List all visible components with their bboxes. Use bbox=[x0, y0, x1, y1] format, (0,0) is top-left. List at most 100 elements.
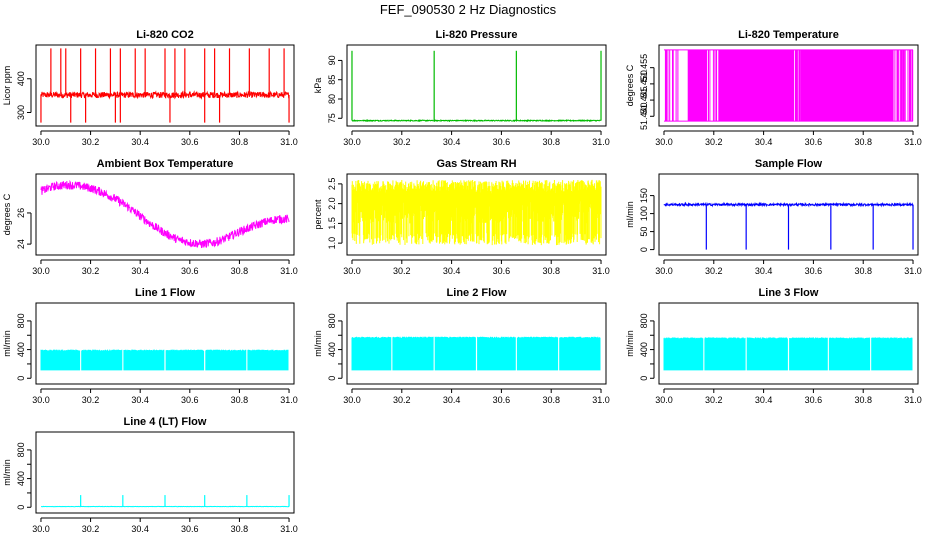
y-tick-label: 24 bbox=[16, 239, 26, 249]
panel-5: Gas Stream RH percent 30.0 30.2 30.4 30.6 30.8… bbox=[313, 158, 610, 276]
panel-title: Line 4 (LT) Flow bbox=[124, 416, 207, 428]
panel-8: Line 2 Flow ml/min 30.0 30.2 30.4 30.6 30.8 31.… bbox=[313, 287, 610, 405]
y-tick-label: 51.440 bbox=[639, 103, 649, 131]
plot-frame bbox=[346, 302, 607, 385]
plot-frame bbox=[658, 173, 919, 256]
x-tick-label: 31.0 bbox=[904, 266, 922, 276]
panel-title: Li-820 CO2 bbox=[136, 29, 193, 41]
y-axis-label: percent bbox=[313, 199, 323, 230]
plot-data bbox=[351, 336, 601, 371]
y-axis: 1.0 1.5 2.0 2.5 bbox=[327, 178, 343, 250]
x-axis: 30.0 30.2 30.4 30.6 30.8 31.0 bbox=[32, 517, 298, 534]
y-axis: 0 400 800 bbox=[16, 313, 32, 381]
series-trace bbox=[351, 118, 602, 123]
x-tick-label: 30.2 bbox=[393, 266, 411, 276]
y-axis: 300 400 bbox=[16, 71, 32, 120]
series-trace bbox=[664, 49, 914, 122]
y-tick-label: 800 bbox=[16, 442, 26, 457]
x-tick-label: 30.0 bbox=[343, 395, 361, 405]
x-tick-label: 30.8 bbox=[231, 524, 249, 534]
y-tick-label: 85 bbox=[327, 75, 337, 85]
x-tick-label: 30.0 bbox=[655, 266, 673, 276]
plot-frame bbox=[346, 173, 607, 256]
panel-title: Line 1 Flow bbox=[135, 287, 195, 299]
plot-data bbox=[663, 49, 914, 122]
y-tick-label: 2.5 bbox=[327, 178, 337, 191]
x-tick-label: 30.0 bbox=[32, 524, 50, 534]
x-tick-label: 30.4 bbox=[755, 137, 773, 147]
y-tick-label: 2.0 bbox=[327, 197, 337, 210]
y-tick-label: 400 bbox=[16, 342, 26, 357]
y-axis: 75 80 85 90 bbox=[327, 55, 343, 123]
x-tick-label: 30.6 bbox=[181, 524, 199, 534]
x-tick-label: 30.4 bbox=[755, 266, 773, 276]
x-tick-label: 30.4 bbox=[131, 395, 149, 405]
x-tick-label: 30.8 bbox=[854, 266, 872, 276]
y-tick-label: 0 bbox=[639, 247, 649, 252]
x-tick-label: 30.4 bbox=[443, 137, 461, 147]
x-tick-label: 30.0 bbox=[32, 395, 50, 405]
x-tick-label: 30.6 bbox=[805, 395, 823, 405]
x-tick-label: 31.0 bbox=[592, 266, 610, 276]
x-tick-label: 30.4 bbox=[131, 266, 149, 276]
y-tick-label: 0 bbox=[16, 505, 26, 510]
y-tick-label: 50 bbox=[639, 227, 649, 237]
panel-6: Sample Flow ml/min 30.0 30.2 30.4 30.6 30.8 31.… bbox=[625, 158, 922, 276]
x-tick-label: 30.4 bbox=[755, 395, 773, 405]
plot-frame bbox=[35, 44, 295, 127]
panel-9: Line 3 Flow ml/min 30.0 30.2 30.4 30.6 30.8 31.… bbox=[625, 287, 922, 405]
y-axis-label: ml/min bbox=[2, 330, 12, 357]
x-tick-label: 30.0 bbox=[655, 137, 673, 147]
x-tick-label: 30.6 bbox=[493, 395, 511, 405]
panel-7: Line 1 Flow ml/min 30.0 30.2 30.4 30.6 30.8 31.… bbox=[2, 287, 298, 405]
series-trace bbox=[40, 179, 290, 249]
x-tick-label: 30.2 bbox=[705, 137, 723, 147]
y-tick-label: 400 bbox=[327, 342, 337, 357]
y-tick-label: 150 bbox=[639, 188, 649, 203]
y-tick-label: 800 bbox=[327, 313, 337, 328]
y-axis-label: Licor ppm bbox=[2, 66, 12, 106]
y-tick-label: 0 bbox=[327, 376, 337, 381]
plot-frame bbox=[35, 302, 295, 385]
y-axis-label: ml/min bbox=[313, 330, 323, 357]
x-tick-label: 30.2 bbox=[82, 524, 100, 534]
panel-title: Ambient Box Temperature bbox=[97, 158, 234, 170]
x-axis: 30.0 30.2 30.4 30.6 30.8 31.0 bbox=[655, 130, 922, 147]
x-tick-label: 30.8 bbox=[854, 137, 872, 147]
y-tick-label: 26 bbox=[16, 208, 26, 218]
x-tick-label: 30.6 bbox=[805, 137, 823, 147]
x-axis: 30.0 30.2 30.4 30.6 30.8 31.0 bbox=[343, 130, 610, 147]
y-tick-label: 80 bbox=[327, 94, 337, 104]
plot-data bbox=[351, 179, 602, 246]
panel-title: Li-820 Temperature bbox=[738, 29, 839, 41]
y-tick-label: 51.450 bbox=[639, 70, 649, 98]
y-axis-label: degrees C bbox=[625, 64, 635, 106]
x-tick-label: 31.0 bbox=[904, 395, 922, 405]
x-tick-label: 30.0 bbox=[343, 266, 361, 276]
x-tick-label: 30.4 bbox=[131, 524, 149, 534]
y-tick-label: 1.5 bbox=[327, 217, 337, 230]
y-tick-label: 800 bbox=[639, 313, 649, 328]
y-tick-label: 51.445 bbox=[639, 86, 649, 114]
series-trace bbox=[351, 179, 602, 246]
x-axis: 30.0 30.2 30.4 30.6 30.8 31.0 bbox=[655, 388, 922, 405]
x-tick-label: 30.4 bbox=[131, 137, 149, 147]
x-tick-label: 30.2 bbox=[82, 266, 100, 276]
x-tick-label: 31.0 bbox=[280, 524, 298, 534]
x-tick-label: 31.0 bbox=[280, 395, 298, 405]
x-tick-label: 31.0 bbox=[280, 137, 298, 147]
y-tick-label: 90 bbox=[327, 55, 337, 65]
x-tick-label: 30.2 bbox=[393, 395, 411, 405]
panel-title: Sample Flow bbox=[755, 158, 823, 170]
x-tick-label: 30.4 bbox=[443, 266, 461, 276]
y-axis: 0 400 800 bbox=[16, 442, 32, 510]
plot-data bbox=[40, 349, 289, 371]
x-axis: 30.0 30.2 30.4 30.6 30.8 31.0 bbox=[343, 388, 610, 405]
panel-title: Li-820 Pressure bbox=[436, 29, 518, 41]
x-tick-label: 30.0 bbox=[32, 137, 50, 147]
x-tick-label: 30.8 bbox=[231, 266, 249, 276]
y-tick-label: 1.0 bbox=[327, 237, 337, 250]
